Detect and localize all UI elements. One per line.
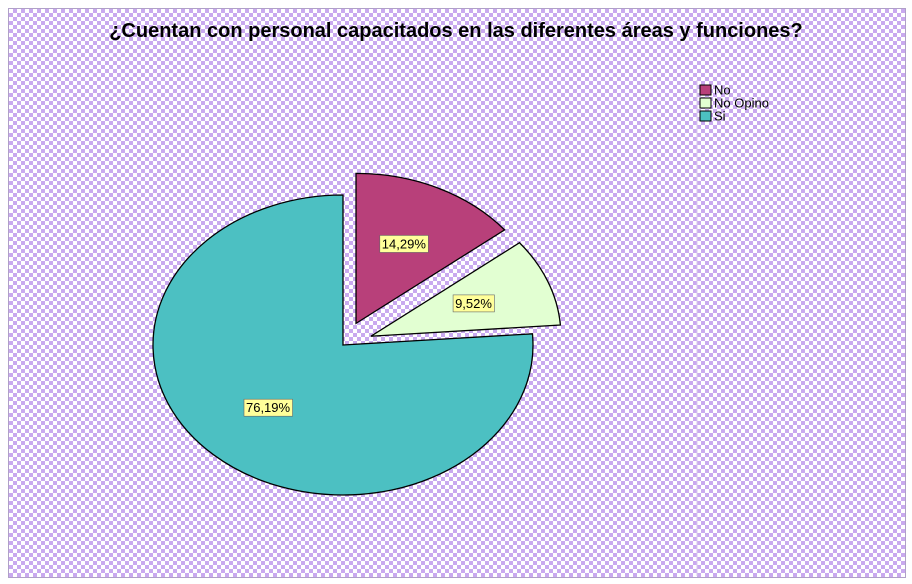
data-label-text: 14,29% (382, 236, 427, 251)
data-label-box (243, 398, 293, 417)
pie-slice (355, 172, 506, 325)
data-label: 14,29% (379, 235, 429, 253)
legend-label: No Opino (714, 95, 769, 110)
legend-swatch (699, 110, 712, 122)
data-label: 9,52% (452, 294, 495, 313)
legend-swatch (699, 84, 712, 96)
legend-label: Si (714, 108, 726, 123)
legend-label: No (714, 82, 731, 97)
data-label-text: 76,19% (246, 400, 291, 415)
data-label-box (452, 294, 495, 313)
legend-swatch (699, 97, 712, 109)
data-label-text: 9,52% (455, 296, 492, 311)
data-label: 76,19% (243, 398, 293, 417)
pie-slice (370, 241, 562, 337)
pie-slice (152, 194, 534, 496)
chart-title: ¿Cuentan con personal capacitados en las… (109, 20, 803, 42)
data-label-box (379, 235, 429, 253)
